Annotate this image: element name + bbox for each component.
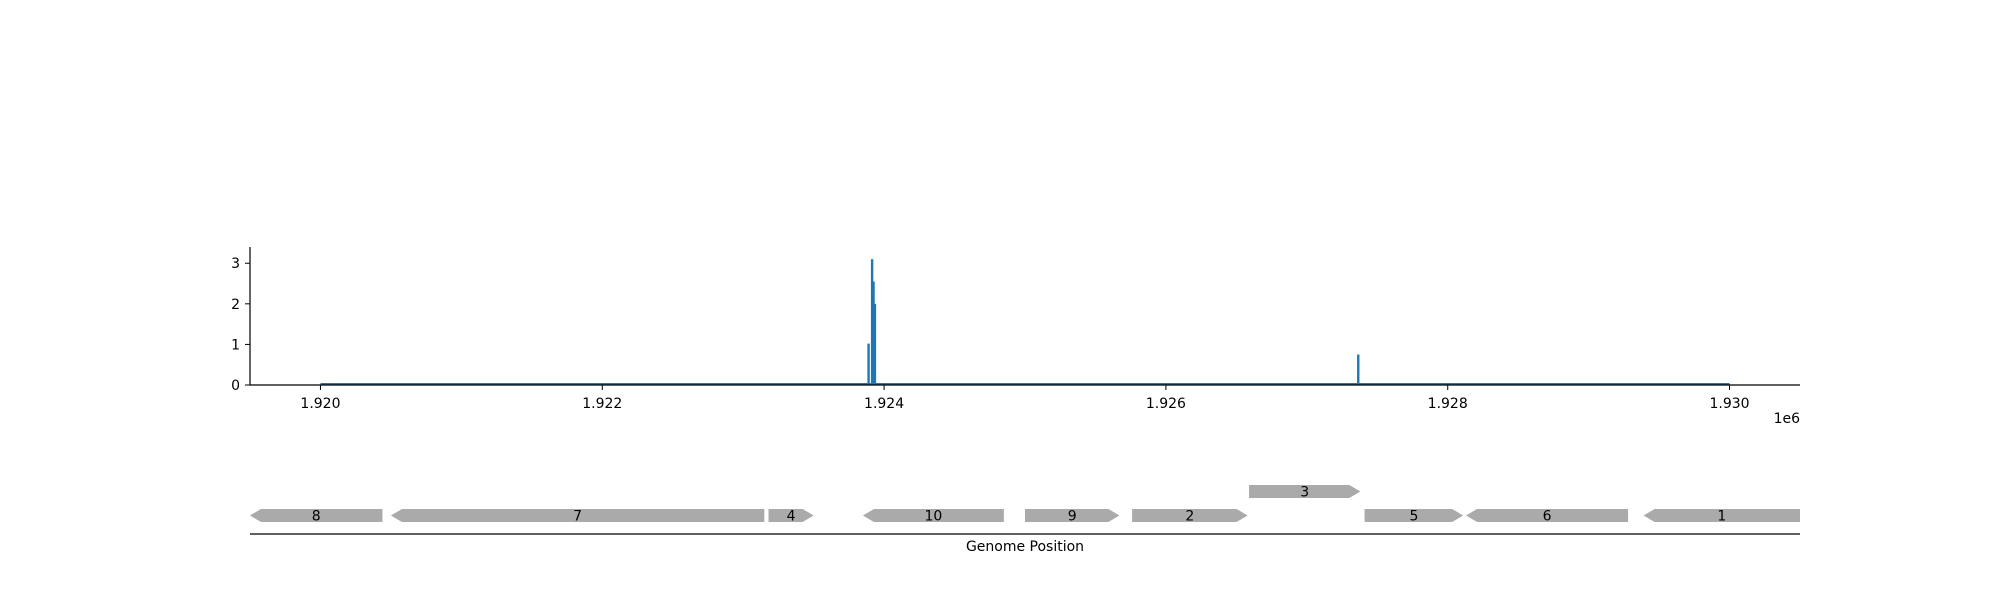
y-tick-label-0: 0	[231, 378, 240, 394]
gene-label-6: 6	[1543, 509, 1552, 525]
gene-arrow-6	[1466, 509, 1629, 522]
gene-arrow-8	[250, 509, 383, 522]
gene-arrows: 8 7 4 10 9 2 3 5 6 1	[250, 485, 1800, 525]
x-tick-label-3: 1.926	[1146, 396, 1186, 412]
coverage-bar-4	[1357, 354, 1360, 385]
gene-arrow-4	[768, 509, 814, 522]
gene-label-7: 7	[573, 509, 582, 525]
coverage-bar-2	[872, 281, 875, 385]
x-tick-label-1: 1.922	[582, 396, 622, 412]
gene-arrow-10	[862, 509, 1004, 522]
x-tick-label-2: 1.924	[864, 396, 904, 412]
gene-label-2: 2	[1185, 509, 1194, 525]
gene-arrow-3	[1249, 485, 1361, 498]
y-tick-label-2: 2	[231, 297, 240, 313]
y-tick-label-1: 1	[231, 337, 240, 353]
gene-label-4: 4	[787, 509, 796, 525]
gene-arrow-1	[1643, 509, 1800, 522]
gene-arrow-9	[1025, 509, 1120, 522]
coverage-bar-3	[873, 303, 877, 385]
gene-arrow-5	[1364, 509, 1464, 522]
x-axis-ticks: 1.920 1.922 1.924 1.926 1.928 1.930	[300, 385, 1750, 412]
coverage-panel: 0 1 2 3 1.920 1.922 1.924 1.926 1.928 1.930 1e6	[231, 247, 1800, 427]
gene-label-5: 5	[1409, 509, 1418, 525]
y-axis-ticks: 0 1 2 3	[231, 256, 250, 394]
gene-arrow-7	[390, 509, 765, 522]
x-axis-offset-label: 1e6	[1774, 411, 1801, 427]
gene-track-axis-label: Genome Position	[966, 539, 1084, 555]
x-tick-label-4: 1.928	[1428, 396, 1468, 412]
x-tick-label-5: 1.930	[1709, 396, 1749, 412]
gene-label-1: 1	[1717, 509, 1726, 525]
coverage-bars	[867, 259, 1360, 385]
x-tick-label-0: 1.920	[300, 396, 340, 412]
gene-label-9: 9	[1068, 509, 1077, 525]
gene-label-8: 8	[312, 509, 321, 525]
gene-label-10: 10	[924, 509, 942, 525]
gene-label-3: 3	[1300, 485, 1309, 501]
coverage-bar-0	[867, 343, 870, 385]
y-tick-label-3: 3	[231, 256, 240, 272]
coverage-bar-1	[870, 259, 874, 385]
gene-arrow-2	[1132, 509, 1248, 522]
gene-track: 8 7 4 10 9 2 3 5 6 1 Genome Position	[250, 485, 1800, 555]
